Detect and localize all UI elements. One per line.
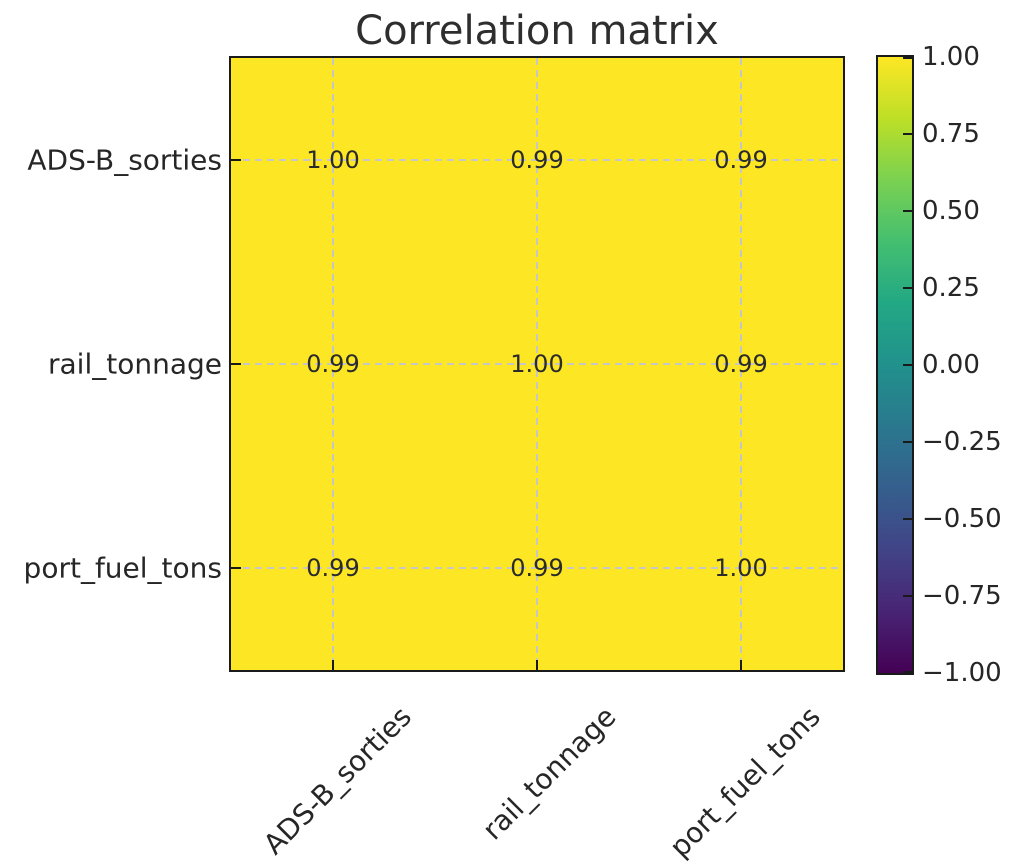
colorbar [876,55,914,675]
colorbar-tick-label: 0.00 [922,350,980,380]
colorbar-tick-label: 0.50 [922,196,980,226]
heatmap-cell-value: 0.99 [510,554,564,582]
heatmap-cell-value: 0.99 [510,146,564,174]
heatmap-cell-value: 0.99 [714,350,768,378]
heatmap-cell-value: 0.99 [306,554,360,582]
gridline-vertical [536,58,538,670]
heatmap-cell-value: 1.00 [714,554,768,582]
colorbar-tick [903,441,912,443]
x-axis-tick [740,660,742,670]
colorbar-tick-label: −1.00 [922,658,1002,688]
heatmap-cell-value: 0.99 [306,350,360,378]
x-tick-label: port_fuel_tons [662,700,827,862]
colorbar-tick-label: 1.00 [922,42,980,72]
colorbar-tick-label: −0.75 [922,581,1002,611]
y-axis-tick [231,363,241,365]
colorbar-tick [903,287,912,289]
gridline-horizontal [231,567,843,569]
colorbar-tick [903,671,912,673]
colorbar-tick [903,364,912,366]
colorbar-tick [903,133,912,135]
colorbar-tick [903,57,912,59]
colorbar-tick-label: −0.25 [922,427,1002,457]
colorbar-tick [903,210,912,212]
y-tick-label: port_fuel_tons [23,551,222,585]
heatmap-cell-value: 1.00 [510,350,564,378]
x-axis-tick [332,660,334,670]
chart-title: Correlation matrix [355,8,719,54]
colorbar-tick-label: 0.75 [922,119,980,149]
colorbar-tick-label: 0.25 [922,273,980,303]
heatmap-cell-value: 1.00 [306,146,360,174]
colorbar-tick-label: −0.50 [922,504,1002,534]
y-tick-label: ADS-B_sorties [27,143,222,177]
x-tick-label: ADS-B_sorties [257,700,419,861]
colorbar-tick [903,595,912,597]
y-tick-label: rail_tonnage [48,347,222,381]
colorbar-tick [903,518,912,520]
gridline-vertical [740,58,742,670]
x-tick-label: rail_tonnage [475,700,623,847]
y-axis-tick [231,567,241,569]
y-axis-tick [231,159,241,161]
x-axis-tick [536,660,538,670]
heatmap-cell-value: 0.99 [714,146,768,174]
heatmap-axes: 1.00 0.99 0.99 0.99 1.00 0.99 0.99 0.99 1.00 [229,56,845,672]
